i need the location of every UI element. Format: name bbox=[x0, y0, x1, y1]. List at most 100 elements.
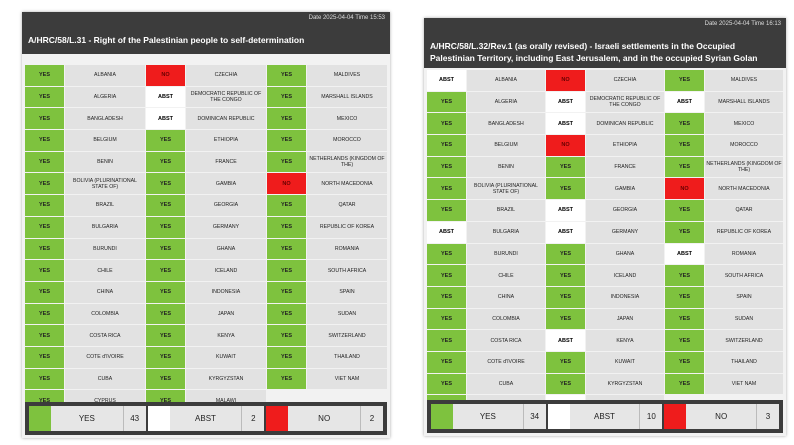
abst-swatch bbox=[547, 404, 570, 429]
vote-cell: ABST bbox=[427, 70, 466, 91]
country-name: GEORGIA bbox=[586, 200, 664, 221]
country-name: DOMINICAN REPUBLIC bbox=[186, 108, 266, 130]
panel-header: Date 2025-04-04 Time 15:53 A/HRC/58/L.31… bbox=[22, 12, 390, 54]
vote-cell: YES bbox=[146, 303, 185, 325]
total-yes: YES 43 bbox=[29, 406, 146, 431]
country-name: ALGERIA bbox=[65, 86, 145, 108]
vote-cell: YES bbox=[427, 351, 466, 373]
total-label: ABST bbox=[169, 406, 242, 431]
country-name: GHANA bbox=[586, 243, 664, 265]
abst-swatch bbox=[147, 406, 170, 431]
vote-cell: YES bbox=[267, 108, 306, 130]
vote-cell: YES bbox=[146, 368, 185, 390]
country-name: CHILE bbox=[467, 265, 545, 286]
vote-cell: YES bbox=[546, 178, 585, 200]
vote-cell: YES bbox=[25, 65, 64, 86]
country-name: NETHERLANDS (KINGDOM OF THE) bbox=[307, 151, 387, 173]
country-name: BELGIUM bbox=[467, 135, 545, 156]
vote-cell: YES bbox=[665, 265, 704, 286]
total-count: 43 bbox=[122, 406, 146, 431]
country-name: THAILAND bbox=[307, 346, 387, 368]
yes-swatch bbox=[29, 406, 51, 431]
vote-cell: YES bbox=[25, 86, 64, 108]
country-name: BURUNDI bbox=[467, 243, 545, 265]
yes-swatch bbox=[431, 404, 453, 429]
vote-cell: YES bbox=[267, 260, 306, 281]
country-name: GAMBIA bbox=[186, 173, 266, 195]
country-name: BULGARIA bbox=[467, 221, 545, 243]
total-count: 3 bbox=[756, 404, 780, 429]
country-name: BANGLADESH bbox=[467, 113, 545, 135]
country-name: CUBA bbox=[65, 368, 145, 390]
country-name: BENIN bbox=[65, 151, 145, 173]
country-name: ROMANIA bbox=[705, 243, 783, 265]
vote-cell: YES bbox=[546, 286, 585, 308]
country-name: DEMOCRATIC REPUBLIC OF THE CONGO bbox=[186, 86, 266, 108]
vote-cell: YES bbox=[267, 151, 306, 173]
vote-cell: YES bbox=[25, 260, 64, 281]
vote-cell: YES bbox=[25, 325, 64, 346]
country-name: COSTA RICA bbox=[467, 330, 545, 351]
total-count: 34 bbox=[522, 404, 546, 429]
total-label: NO bbox=[686, 404, 757, 429]
vote-cell: YES bbox=[25, 303, 64, 325]
vote-cell: ABST bbox=[427, 221, 466, 243]
country-name: CHINA bbox=[65, 281, 145, 303]
vote-cell: YES bbox=[427, 200, 466, 221]
vote-cell: YES bbox=[665, 156, 704, 178]
country-name: BULGARIA bbox=[65, 216, 145, 238]
vote-cell: YES bbox=[427, 373, 466, 395]
vote-cell: YES bbox=[146, 216, 185, 238]
total-count: 2 bbox=[241, 406, 265, 431]
vote-cell: NO bbox=[665, 178, 704, 200]
vote-cell: YES bbox=[267, 325, 306, 346]
vote-cell: YES bbox=[146, 281, 185, 303]
vote-cell: YES bbox=[146, 325, 185, 346]
country-name: CHINA bbox=[467, 286, 545, 308]
vote-cell: YES bbox=[665, 373, 704, 395]
country-name: VIET NAM bbox=[307, 368, 387, 390]
country-name: GERMANY bbox=[586, 221, 664, 243]
panel-header: Date 2025-04-04 Time 16:13 A/HRC/58/L.32… bbox=[424, 18, 786, 68]
vote-cell: YES bbox=[546, 243, 585, 265]
no-swatch bbox=[266, 406, 289, 431]
country-name: SWITZERLAND bbox=[307, 325, 387, 346]
country-name: KENYA bbox=[586, 330, 664, 351]
vote-cell: YES bbox=[25, 368, 64, 390]
vote-totals: YES 43 ABST 2 NO 2 bbox=[25, 402, 387, 435]
country-name: REPUBLIC OF KOREA bbox=[307, 216, 387, 238]
vote-cell: YES bbox=[146, 151, 185, 173]
vote-cell: YES bbox=[427, 265, 466, 286]
vote-cell: YES bbox=[267, 346, 306, 368]
country-name: CHILE bbox=[65, 260, 145, 281]
vote-cell: YES bbox=[665, 113, 704, 135]
total-label: YES bbox=[453, 404, 523, 429]
vote-cell: YES bbox=[267, 216, 306, 238]
country-name: DEMOCRATIC REPUBLIC OF THE CONGO bbox=[586, 91, 664, 113]
country-name: REPUBLIC OF KOREA bbox=[705, 221, 783, 243]
total-label: YES bbox=[51, 406, 123, 431]
country-name: SWITZERLAND bbox=[705, 330, 783, 351]
country-name: VIET NAM bbox=[705, 373, 783, 395]
country-name: DOMINICAN REPUBLIC bbox=[586, 113, 664, 135]
country-name: ETHIOPIA bbox=[586, 135, 664, 156]
country-name: BURUNDI bbox=[65, 238, 145, 260]
country-name: CUBA bbox=[467, 373, 545, 395]
country-name: FRANCE bbox=[186, 151, 266, 173]
country-name: SPAIN bbox=[307, 281, 387, 303]
vote-cell: YES bbox=[427, 286, 466, 308]
country-name: ICELAND bbox=[186, 260, 266, 281]
country-name: JAPAN bbox=[586, 308, 664, 330]
country-name: SPAIN bbox=[705, 286, 783, 308]
country-name: CZECHIA bbox=[586, 70, 664, 91]
vote-cell: YES bbox=[146, 260, 185, 281]
country-name: INDONESIA bbox=[586, 286, 664, 308]
country-name: ALBANIA bbox=[467, 70, 545, 91]
vote-cell: ABST bbox=[546, 91, 585, 113]
total-yes: YES 34 bbox=[431, 404, 546, 429]
country-name: MOROCCO bbox=[705, 135, 783, 156]
country-name: ICELAND bbox=[586, 265, 664, 286]
country-name: FRANCE bbox=[586, 156, 664, 178]
country-name: SUDAN bbox=[307, 303, 387, 325]
vote-cell: YES bbox=[665, 70, 704, 91]
